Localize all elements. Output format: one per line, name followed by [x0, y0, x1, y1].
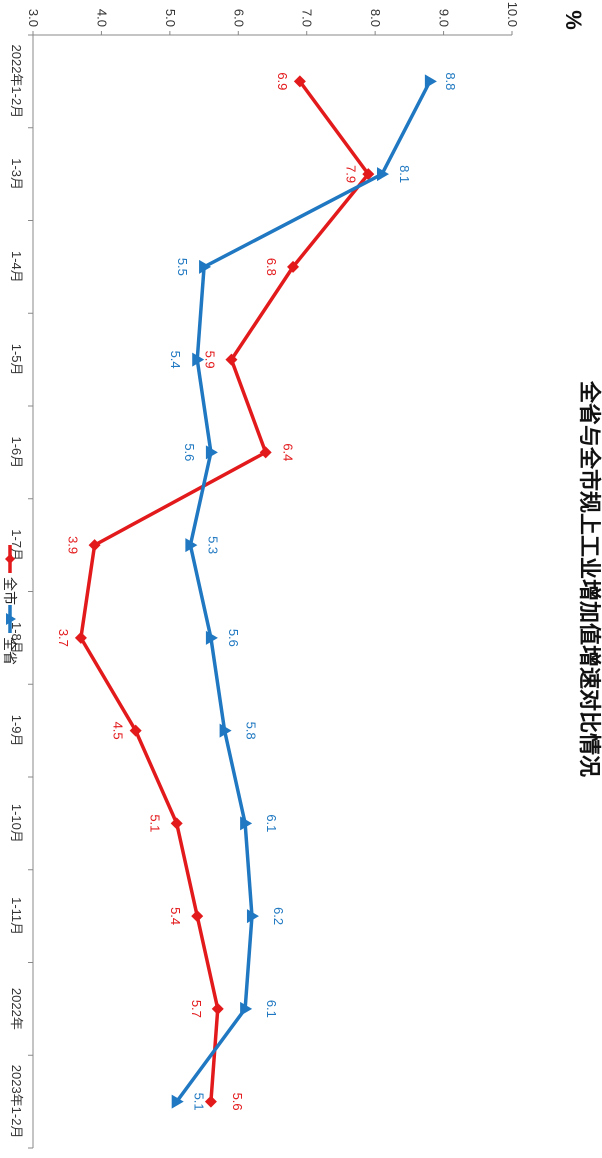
- data-label: 5.9: [202, 351, 217, 369]
- x-tick-label: 2022年1-2月: [9, 45, 24, 119]
- data-label: 6.9: [275, 72, 290, 90]
- data-point-marker: [246, 909, 259, 924]
- legend-marker: [5, 554, 15, 564]
- data-point-marker: [171, 1094, 184, 1109]
- data-point-marker: [74, 631, 87, 644]
- x-tick-label: 1-10月: [9, 804, 24, 843]
- data-point-marker: [191, 910, 204, 923]
- data-label: 5.7: [189, 1000, 204, 1018]
- data-point-marker: [170, 817, 183, 830]
- y-tick-label: 6.0: [231, 9, 246, 27]
- x-tick-label: 1-8月: [9, 622, 24, 654]
- data-point-marker: [88, 539, 101, 552]
- data-label: 5.5: [175, 258, 190, 276]
- x-tick-label: 1-5月: [9, 344, 24, 376]
- unit-label: %: [561, 10, 586, 30]
- data-label: 8.1: [397, 165, 412, 183]
- data-label: 5.8: [244, 722, 259, 740]
- data-label: 6.2: [271, 907, 286, 925]
- series-line-city: [79, 80, 371, 1102]
- y-tick-label: 4.0: [94, 9, 109, 27]
- data-label: 6.8: [264, 258, 279, 276]
- x-tick-label: 2022年: [9, 988, 24, 1030]
- data-label: 5.6: [230, 1093, 245, 1111]
- x-tick-label: 1-3月: [9, 158, 24, 190]
- x-tick-label: 1-4月: [9, 251, 24, 283]
- data-point-marker: [424, 74, 437, 89]
- data-point-marker: [129, 724, 142, 737]
- data-point-marker: [199, 259, 212, 274]
- data-point-marker: [204, 1095, 217, 1108]
- data-label: 5.1: [192, 1093, 207, 1111]
- data-point-marker: [293, 75, 306, 88]
- y-tick-label: 9.0: [437, 9, 452, 27]
- data-point-marker: [205, 445, 218, 460]
- data-label: 6.1: [264, 814, 279, 832]
- data-point-marker: [225, 353, 238, 366]
- legend-marker: [6, 613, 16, 625]
- data-label: 4.5: [111, 722, 126, 740]
- data-label: 5.3: [205, 536, 220, 554]
- data-label: 3.7: [56, 629, 71, 647]
- series-line-province: [175, 80, 432, 1103]
- legend-label: 全省: [2, 637, 18, 665]
- data-point-marker: [240, 816, 253, 831]
- x-tick-label: 2023年1-2月: [9, 1065, 24, 1139]
- data-point-marker: [376, 167, 389, 182]
- data-point-marker: [192, 352, 205, 367]
- data-point-marker: [259, 446, 272, 459]
- y-tick-label: 5.0: [163, 9, 178, 27]
- data-label: 5.4: [168, 907, 183, 925]
- data-label: 6.4: [281, 443, 296, 461]
- data-point-marker: [240, 1001, 253, 1016]
- y-tick-label: 10.0: [505, 2, 520, 27]
- x-tick-label: 1-7月: [9, 529, 24, 561]
- x-tick-label: 1-9月: [9, 715, 24, 747]
- x-tick-label: 1-11月: [9, 897, 24, 935]
- legend-label: 全市: [2, 577, 18, 605]
- chart-title: 全省与全市规上工业增加值增速对比情况: [577, 380, 602, 777]
- y-tick-label: 8.0: [368, 9, 383, 27]
- data-label: 5.1: [148, 814, 163, 832]
- data-label: 5.6: [226, 629, 241, 647]
- data-label: 3.9: [66, 536, 81, 554]
- data-label: 6.1: [264, 1000, 279, 1018]
- data-point-marker: [287, 260, 300, 273]
- data-label: 5.6: [182, 443, 197, 461]
- data-label: 5.4: [168, 351, 183, 369]
- data-label: 7.9: [343, 165, 358, 183]
- data-point-marker: [211, 1002, 224, 1015]
- data-point-marker: [205, 630, 218, 645]
- data-point-marker: [185, 538, 198, 553]
- y-tick-label: 7.0: [300, 9, 315, 27]
- x-tick-label: 1-6月: [9, 436, 24, 468]
- y-tick-label: 3.0: [26, 9, 41, 27]
- data-point-marker: [219, 723, 232, 738]
- data-label: 8.8: [443, 72, 458, 90]
